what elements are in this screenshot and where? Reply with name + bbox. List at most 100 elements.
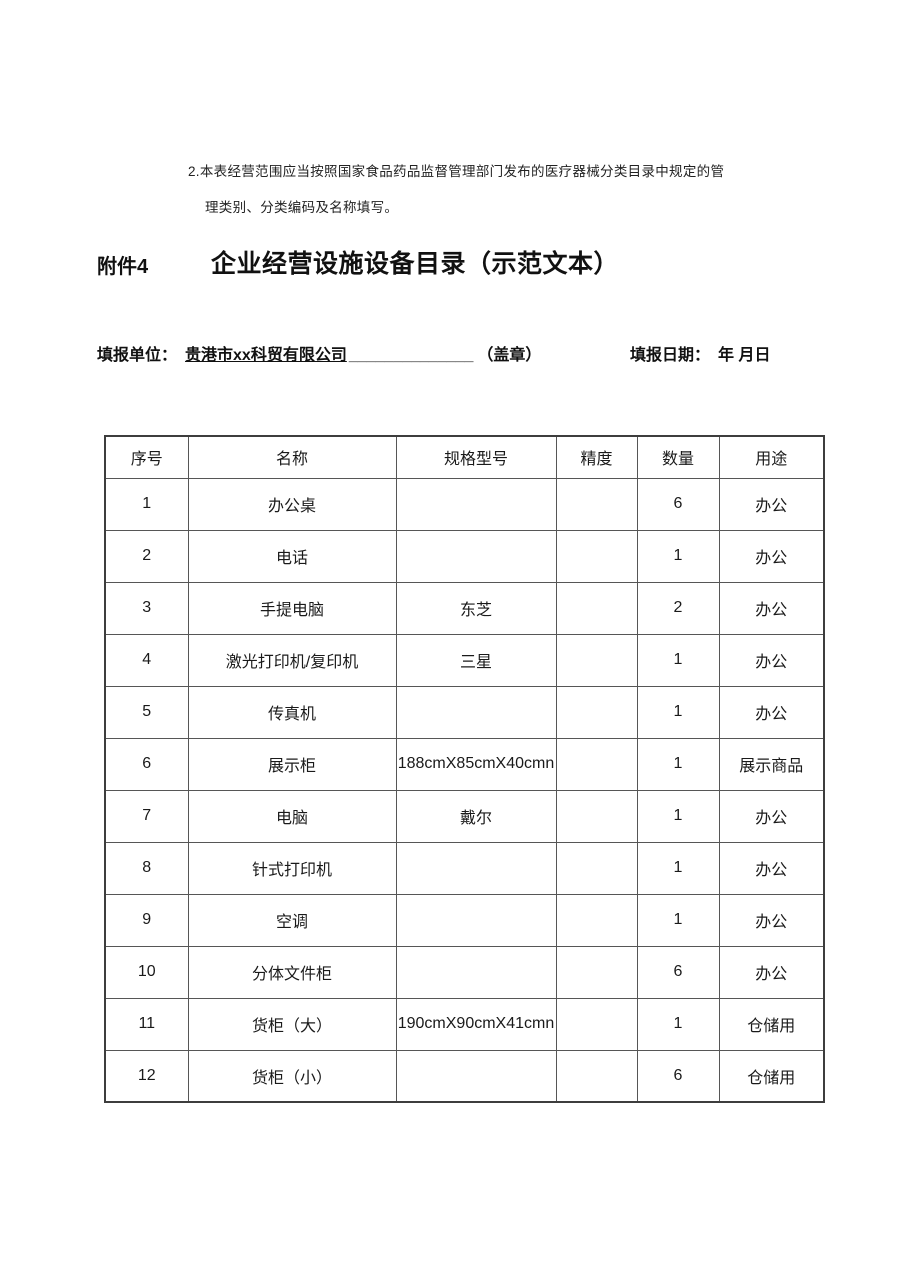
cell-name: 空调 [187, 893, 397, 947]
cell-use: 办公 [718, 945, 825, 999]
equipment-table: 序号 名称 规格型号 精度 数量 用途 1 办公桌 6 办公 2 电话 1 办公 3 手提电脑 东芝 2 办公 4 激… [104, 435, 825, 1103]
cell-spec: 190cmX90cmX41cmn [395, 997, 557, 1051]
cell-precision [555, 789, 638, 843]
cell-use: 办公 [718, 529, 825, 583]
cell-name: 货柜（小） [187, 1049, 397, 1103]
cell-no: 2 [104, 529, 189, 583]
cell-use: 办公 [718, 789, 825, 843]
cell-precision [555, 945, 638, 999]
cell-qty: 1 [636, 997, 720, 1051]
cell-qty: 6 [636, 477, 720, 531]
table-row: 4 激光打印机/复印机 三星 1 办公 [104, 633, 825, 687]
cell-name: 展示柜 [187, 737, 397, 791]
cell-spec [395, 945, 557, 999]
table-row: 8 针式打印机 1 办公 [104, 841, 825, 895]
table-row: 3 手提电脑 东芝 2 办公 [104, 581, 825, 635]
table-row: 6 展示柜 188cmX85cmX40cmn 1 展示商品 [104, 737, 825, 791]
cell-name: 电话 [187, 529, 397, 583]
cell-no: 7 [104, 789, 189, 843]
cell-use: 仓储用 [718, 997, 825, 1051]
col-header-name: 名称 [187, 435, 397, 479]
cell-name: 针式打印机 [187, 841, 397, 895]
cell-qty: 1 [636, 685, 720, 739]
cell-no: 1 [104, 477, 189, 531]
cell-name: 激光打印机/复印机 [187, 633, 397, 687]
cell-spec [395, 529, 557, 583]
cell-qty: 1 [636, 737, 720, 791]
cell-qty: 6 [636, 945, 720, 999]
table-body: 1 办公桌 6 办公 2 电话 1 办公 3 手提电脑 东芝 2 办公 4 激光打印机/复印机 三星 1 办公 5 传… [104, 477, 825, 1103]
cell-qty: 1 [636, 841, 720, 895]
table-row: 1 办公桌 6 办公 [104, 477, 825, 531]
cell-precision [555, 685, 638, 739]
table-header-row: 序号 名称 规格型号 精度 数量 用途 [104, 435, 825, 479]
cell-spec: 三星 [395, 633, 557, 687]
cell-use: 办公 [718, 841, 825, 895]
cell-name: 电脑 [187, 789, 397, 843]
cell-spec [395, 1049, 557, 1103]
attachment-label: 附件4 [97, 256, 149, 278]
col-header-precision: 精度 [555, 435, 638, 479]
table-row: 11 货柜（大） 190cmX90cmX41cmn 1 仓储用 [104, 997, 825, 1051]
col-header-qty: 数量 [636, 435, 720, 479]
cell-spec [395, 893, 557, 947]
unit-value: 贵港市xx科贸有限公司 [185, 347, 347, 364]
cell-use: 仓储用 [718, 1049, 825, 1103]
cell-no: 4 [104, 633, 189, 687]
cell-no: 6 [104, 737, 189, 791]
cell-qty: 2 [636, 581, 720, 635]
table-row: 2 电话 1 办公 [104, 529, 825, 583]
reporting-unit-line: 填报单位： 贵港市xx科贸有限公司 ______________ （盖章） [97, 341, 541, 365]
cell-qty: 1 [636, 529, 720, 583]
cell-no: 11 [104, 997, 189, 1051]
col-header-no: 序号 [104, 435, 189, 479]
cell-no: 8 [104, 841, 189, 895]
cell-no: 12 [104, 1049, 189, 1103]
cell-qty: 1 [636, 789, 720, 843]
cell-use: 办公 [718, 477, 825, 531]
table-row: 9 空调 1 办公 [104, 893, 825, 947]
cell-no: 5 [104, 685, 189, 739]
cell-precision [555, 841, 638, 895]
seal-label: （盖章） [477, 347, 542, 364]
cell-use: 办公 [718, 685, 825, 739]
table-row: 7 电脑 戴尔 1 办公 [104, 789, 825, 843]
cell-no: 9 [104, 893, 189, 947]
cell-spec: 戴尔 [395, 789, 557, 843]
cell-precision [555, 737, 638, 791]
cell-precision [555, 529, 638, 583]
note-line-1: 2.本表经营范围应当按照国家食品药品监督管理部门发布的医疗器械分类目录中规定的管 [188, 164, 725, 179]
cell-name: 手提电脑 [187, 581, 397, 635]
unit-blank-line: ______________ [348, 347, 474, 364]
cell-qty: 6 [636, 1049, 720, 1103]
cell-spec [395, 477, 557, 531]
cell-precision [555, 581, 638, 635]
cell-name: 办公桌 [187, 477, 397, 531]
table-head: 序号 名称 规格型号 精度 数量 用途 [104, 435, 825, 479]
cell-no: 10 [104, 945, 189, 999]
cell-precision [555, 997, 638, 1051]
cell-use: 办公 [718, 893, 825, 947]
date-label: 填报日期： [630, 347, 711, 364]
date-value: 年 月日 [718, 347, 771, 364]
cell-precision [555, 893, 638, 947]
col-header-use: 用途 [718, 435, 825, 479]
cell-name: 传真机 [187, 685, 397, 739]
cell-spec: 东芝 [395, 581, 557, 635]
reporting-date-line: 填报日期： 年 月日 [630, 341, 770, 365]
cell-no: 3 [104, 581, 189, 635]
cell-qty: 1 [636, 633, 720, 687]
cell-precision [555, 1049, 638, 1103]
cell-use: 展示商品 [718, 737, 825, 791]
table-row: 10 分体文件柜 6 办公 [104, 945, 825, 999]
cell-precision [555, 477, 638, 531]
cell-use: 办公 [718, 581, 825, 635]
table-row: 12 货柜（小） 6 仓储用 [104, 1049, 825, 1103]
table-row: 5 传真机 1 办公 [104, 685, 825, 739]
cell-spec [395, 685, 557, 739]
note-line-2: 理类别、分类编码及名称填写。 [205, 200, 399, 215]
cell-spec: 188cmX85cmX40cmn [395, 737, 557, 791]
col-header-spec: 规格型号 [395, 435, 557, 479]
unit-label: 填报单位： [97, 347, 178, 364]
